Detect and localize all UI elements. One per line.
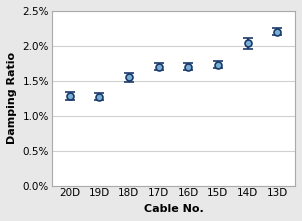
X-axis label: Cable No.: Cable No.: [143, 204, 203, 214]
Y-axis label: Damping Ratio: Damping Ratio: [7, 52, 17, 144]
